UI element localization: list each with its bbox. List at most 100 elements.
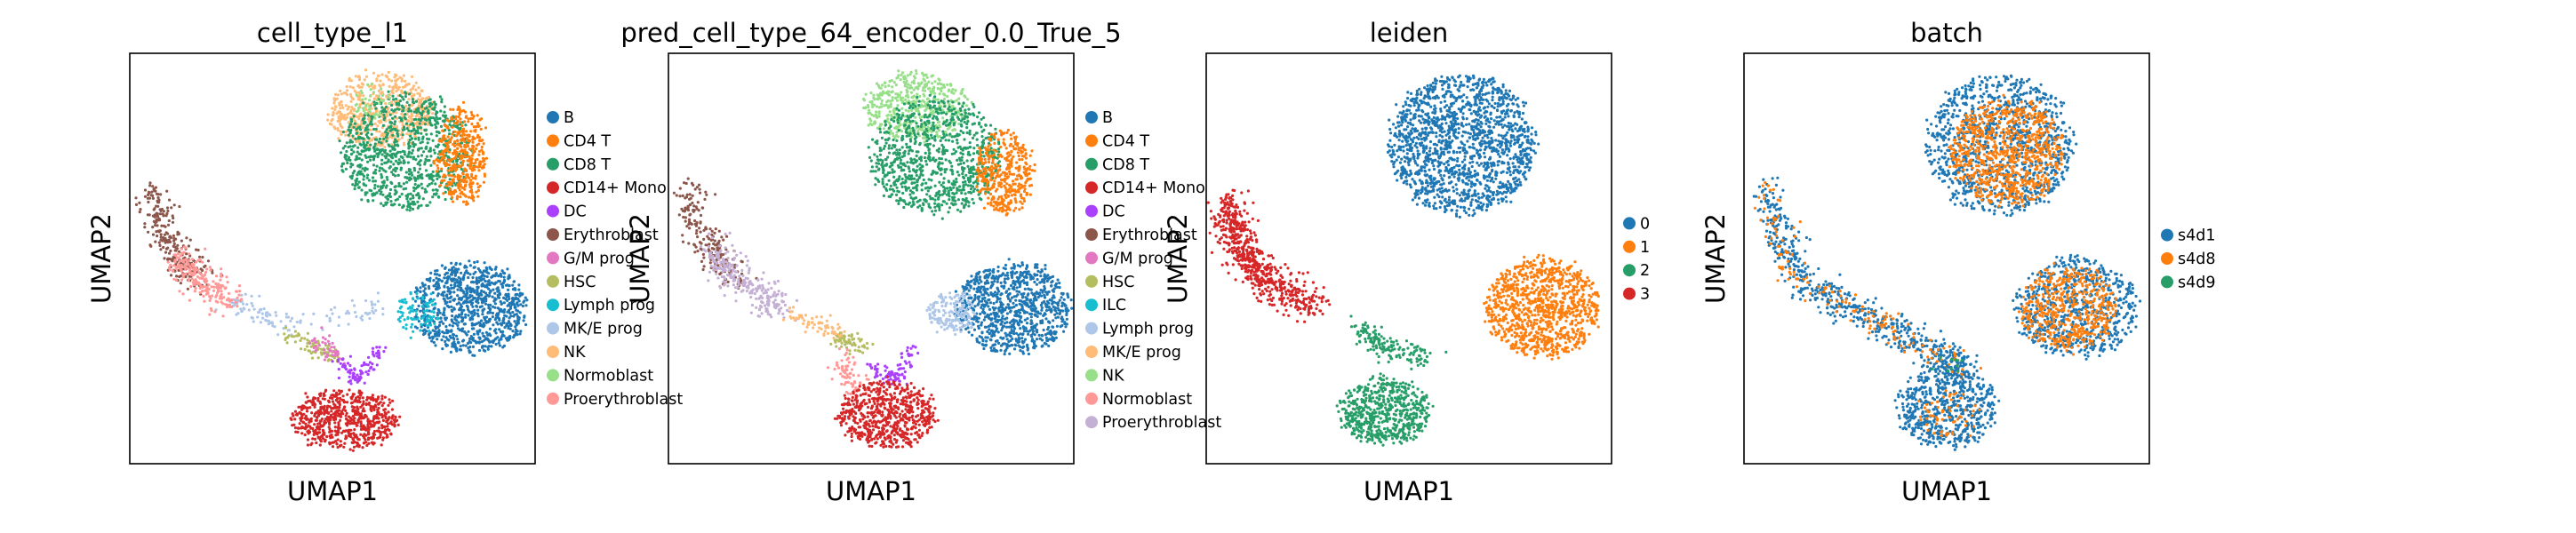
scatter-point <box>418 196 421 200</box>
scatter-point <box>332 412 335 416</box>
scatter-point <box>176 266 180 269</box>
scatter-point <box>502 275 506 279</box>
scatter-point <box>404 171 408 174</box>
scatter-point <box>370 115 373 118</box>
scatter-point <box>483 261 486 265</box>
scatter-point <box>476 298 480 302</box>
scatter-point <box>460 330 464 333</box>
scatter-point <box>332 389 336 393</box>
scatter-point <box>513 304 516 307</box>
scatter-point <box>377 94 380 98</box>
scatter-point <box>337 406 340 410</box>
scatter-point <box>976 340 980 344</box>
scatter-point <box>448 173 452 177</box>
scatter-point <box>328 319 332 322</box>
scatter-point <box>479 270 483 274</box>
scatter-point <box>206 288 211 291</box>
scatter-point <box>372 396 375 400</box>
scatter-point <box>519 303 523 306</box>
scatter-point <box>1006 303 1010 306</box>
scatter-point <box>339 124 342 128</box>
scatter-point <box>368 147 372 151</box>
scatter-point <box>467 330 470 333</box>
scatter-point <box>353 304 356 307</box>
scatter-point <box>374 308 378 313</box>
scatter-point <box>521 304 525 308</box>
scatter-point <box>455 319 459 322</box>
scatter-point <box>317 431 322 434</box>
scatter-point <box>392 423 396 426</box>
scatter-point <box>411 98 414 101</box>
scatter-point <box>468 181 473 185</box>
scatter-point <box>212 289 216 292</box>
scatter-point <box>412 155 415 159</box>
scatter-point <box>143 195 148 198</box>
scatter-point <box>1036 278 1039 282</box>
scatter-point <box>469 189 474 193</box>
scatter-point <box>394 155 397 158</box>
scatter-point <box>989 346 993 350</box>
scatter-point <box>331 354 334 357</box>
scatter-point <box>465 173 468 177</box>
scatter-point <box>416 174 420 178</box>
scatter-point <box>208 266 212 269</box>
scatter-point <box>195 260 198 264</box>
scatter-point <box>1031 338 1035 341</box>
scatter-point <box>134 196 138 200</box>
scatter-point <box>482 334 485 338</box>
scatter-point <box>462 291 466 295</box>
scatter-point <box>394 166 397 170</box>
scatter-point <box>394 120 397 123</box>
scatter-point <box>416 297 420 300</box>
scatter-point <box>471 151 475 155</box>
scatter-point <box>393 203 396 206</box>
scatter-point <box>437 329 441 332</box>
scatter-point <box>381 123 385 127</box>
scatter-point <box>1036 310 1040 314</box>
scatter-point <box>1008 352 1012 355</box>
scatter-point <box>204 285 208 289</box>
scatter-point <box>364 75 369 78</box>
scatter-point <box>443 298 446 301</box>
scatter-point <box>296 430 300 434</box>
scatter-point <box>370 132 373 136</box>
scatter-point <box>318 443 322 447</box>
scatter-point <box>258 310 261 314</box>
scatter-point <box>221 314 225 318</box>
scatter-point <box>382 137 386 140</box>
scatter-point <box>201 289 204 293</box>
scatter-point <box>455 195 460 199</box>
scatter-point <box>210 285 213 289</box>
scatter-point <box>980 293 984 297</box>
scatter-point <box>456 288 460 291</box>
scatter-point <box>380 431 383 434</box>
scatter-point <box>355 102 358 106</box>
scatter-point <box>353 412 357 417</box>
scatter-point <box>404 113 407 116</box>
scatter-point <box>366 160 370 163</box>
scatter-point <box>344 104 348 107</box>
scatter-point <box>452 166 456 170</box>
scatter-point <box>507 277 510 281</box>
scatter-point <box>980 306 983 309</box>
scatter-point <box>348 432 351 435</box>
scatter-point <box>376 124 380 128</box>
scatter-point <box>332 111 335 115</box>
scatter-point <box>295 413 299 417</box>
scatter-point <box>251 304 254 307</box>
scatter-point <box>407 172 411 176</box>
scatter-point <box>382 181 386 185</box>
scatter-point <box>1021 350 1025 354</box>
scatter-point <box>344 167 348 171</box>
scatter-point <box>308 406 312 410</box>
scatter-point <box>361 446 364 449</box>
scatter-point <box>440 98 444 101</box>
scatter-point <box>216 289 220 293</box>
scatter-point <box>300 337 303 340</box>
scatter-point <box>393 143 396 147</box>
legend-label: NK <box>564 344 586 362</box>
scatter-point <box>337 315 340 319</box>
scatter-point <box>443 179 446 182</box>
scatter-point <box>413 137 417 140</box>
scatter-point <box>351 375 355 378</box>
